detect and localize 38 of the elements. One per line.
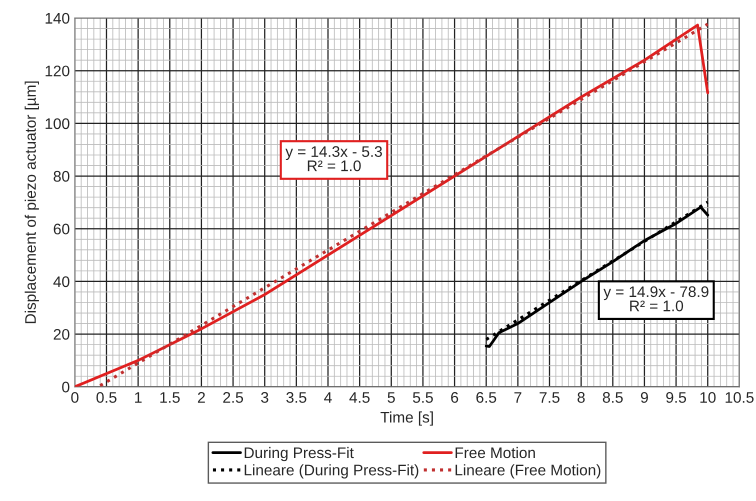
x-tick-label: 10: [700, 392, 716, 403]
x-tick-label: 6: [451, 392, 458, 403]
x-tick-label: 8: [578, 392, 585, 403]
x-tick-label: 8.5: [602, 392, 623, 403]
y-tick-label: 20: [54, 328, 70, 340]
x-tick-label: 4.5: [349, 392, 370, 403]
x-tick-label: 1.5: [160, 392, 180, 403]
x-tick-label: 7: [514, 392, 522, 403]
x-tick-label: 6.5: [476, 392, 496, 403]
x-tick-label: 2.5: [223, 392, 244, 403]
y-tick-label: 140: [46, 12, 70, 24]
x-tick-label: 9.5: [666, 392, 686, 403]
x-tick-label: 7.5: [540, 392, 560, 403]
y-tick-label: 100: [46, 118, 70, 130]
legend-label: Lineare (During Press-Fit): [244, 464, 418, 478]
y-tick-label: 40: [53, 276, 70, 288]
x-tick-label: 10.5: [726, 392, 754, 403]
x-tick-label: 9: [640, 392, 648, 403]
x-tick-label: 5.5: [412, 392, 433, 403]
y-tick-label: 80: [54, 170, 70, 182]
x-tick-label: 3: [261, 392, 268, 403]
x-tick-label: 2: [198, 392, 205, 403]
y-tick-label: 60: [54, 224, 70, 234]
x-tick-label: 3.5: [286, 392, 306, 403]
x-tick-label: 0.5: [96, 392, 116, 403]
y-tick-label: 120: [46, 66, 70, 76]
x-tick-label: 4: [324, 392, 332, 403]
legend-label: Lineare (Free Motion): [456, 464, 600, 478]
x-tick-label: 1: [135, 392, 142, 403]
x-tick-label: 5: [388, 392, 395, 403]
x-tick-label: 0: [71, 392, 78, 403]
annotation: y = 14.9x - 78.9 R² = 1.0: [603, 286, 708, 312]
x-axis-title: Time [s]: [380, 411, 433, 426]
y-tick-label: 0: [62, 382, 70, 392]
legend-label: During Press-Fit: [244, 446, 354, 462]
annotation: y = 14.3x - 5.3 R² = 1.0: [285, 146, 382, 172]
y-axis-title: Displacement of piezo actuator [µm]: [24, 81, 39, 324]
legend-label: Free Motion: [456, 446, 535, 458]
